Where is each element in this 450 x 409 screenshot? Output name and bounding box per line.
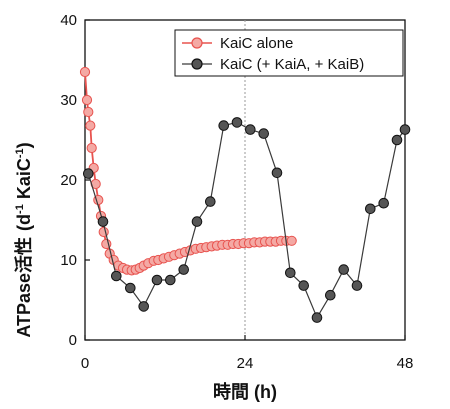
legend: KaiC alone KaiC (+ KaiA, + KaiB) (174, 29, 404, 77)
y-tick-label: 20 (60, 172, 77, 189)
data-point (271, 167, 283, 179)
data-point (85, 120, 96, 131)
y-tick-label: 0 (69, 332, 77, 349)
x-axis-title: 時間 (h) (213, 382, 277, 402)
data-point (286, 235, 297, 246)
data-point (205, 196, 216, 207)
legend-label-1: KaiC (+ KaiA, + KaiB) (220, 56, 364, 73)
data-point (138, 301, 149, 312)
legend-box (174, 29, 404, 77)
data-point (165, 274, 176, 286)
data-point (79, 66, 91, 78)
data-point (245, 124, 256, 135)
y-axis-title-unit-mid: KaiC (14, 158, 34, 204)
y-axis-title: ATPase活性(d-1 KaiC-1) (13, 142, 34, 337)
series-1 (83, 117, 411, 323)
data-point (97, 216, 109, 227)
x-tick-label: 48 (397, 355, 414, 372)
series-layer (79, 66, 411, 323)
data-point (285, 267, 296, 279)
data-point (83, 106, 94, 118)
data-point (298, 280, 310, 291)
y-ticks: 0 10 20 30 40 (60, 12, 90, 349)
series-0 (79, 66, 297, 276)
data-point (338, 264, 350, 275)
data-point (151, 274, 163, 286)
legend-label-0: KaiC alone (220, 35, 293, 52)
legend-marker-1 (191, 58, 203, 70)
data-point (86, 142, 97, 154)
data-point (125, 282, 136, 294)
y-tick-label: 30 (60, 92, 77, 109)
data-point (378, 197, 390, 209)
y-axis-title-unit-sup: -1 (14, 204, 26, 214)
data-point (351, 280, 363, 291)
legend-marker-0 (191, 37, 203, 49)
data-point (325, 289, 336, 301)
data-point (178, 264, 189, 275)
data-point (231, 117, 243, 128)
y-tick-label: 40 (60, 12, 77, 29)
x-tick-label: 24 (237, 355, 254, 372)
data-point (218, 120, 229, 131)
y-axis-title-unit-sup2: -1 (14, 148, 26, 158)
data-point (399, 124, 411, 135)
data-point (191, 216, 203, 227)
x-tick-label: 0 (81, 355, 89, 372)
y-axis-title-main: ATPase活性 (13, 237, 34, 338)
data-point (365, 203, 376, 215)
data-point (391, 134, 403, 146)
data-point (258, 128, 270, 139)
x-ticks: 0 24 48 (81, 335, 414, 372)
y-tick-label: 10 (60, 252, 77, 269)
y-axis-title-unit: (d (14, 214, 34, 231)
y-axis-title-unit-end: ) (14, 142, 34, 148)
data-point (111, 270, 122, 282)
data-point (83, 168, 94, 179)
data-point (311, 312, 323, 323)
data-point (81, 94, 93, 106)
